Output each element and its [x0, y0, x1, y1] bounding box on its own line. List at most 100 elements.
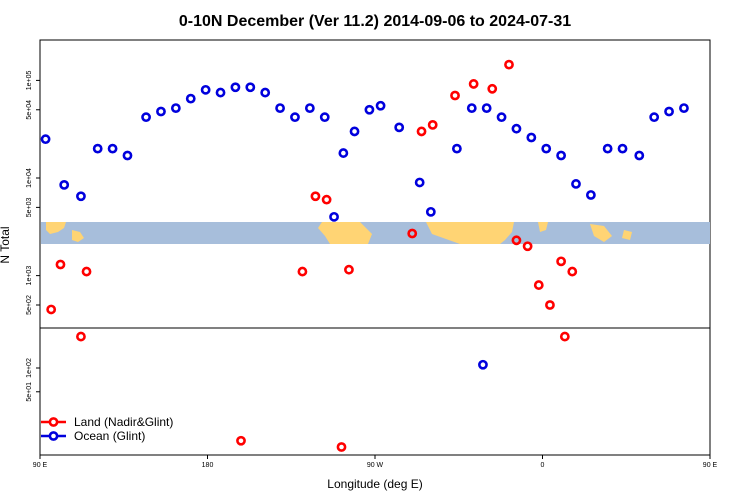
upper-ocean-point — [496, 112, 507, 123]
upper-land-point — [310, 191, 321, 202]
land-islands — [622, 230, 632, 240]
upper-land-point — [556, 256, 567, 267]
y-tick-label: 1e+04 — [26, 168, 33, 188]
upper-ocean-point — [649, 112, 660, 123]
legend-marker-ocean — [48, 431, 59, 441]
upper-ocean-point — [59, 179, 70, 190]
upper-ocean-point — [107, 143, 118, 154]
upper-ocean-point — [215, 87, 226, 98]
x-tick-label: 0 — [541, 462, 545, 469]
lower-ocean-point — [478, 359, 488, 370]
upper-land-point — [416, 126, 427, 137]
upper-ocean-point — [230, 82, 241, 93]
land-south-america — [318, 222, 372, 244]
upper-ocean-point — [375, 100, 386, 111]
upper-plot-frame — [39, 39, 711, 329]
upper-ocean-point — [394, 122, 405, 133]
upper-ocean-point — [571, 179, 581, 189]
upper-land-point — [522, 241, 533, 252]
upper-land-point — [344, 264, 354, 275]
upper-ocean-point — [602, 143, 613, 154]
world-map-strip — [41, 222, 710, 244]
legend-label-ocean: Ocean (Glint) — [74, 429, 145, 443]
upper-ocean-point — [76, 191, 86, 202]
upper-land-point — [321, 194, 332, 205]
upper-ocean-point — [200, 84, 211, 95]
upper-ocean-point — [541, 143, 552, 154]
upper-ocean-point — [556, 150, 567, 161]
upper-ocean-point — [585, 190, 596, 200]
y-tick-label: 1e+03 — [26, 266, 33, 286]
upper-land-point — [407, 228, 418, 239]
upper-ocean-point — [92, 143, 103, 154]
upper-ocean-point — [364, 104, 375, 115]
upper-ocean-point — [40, 134, 51, 145]
upper-land-point — [81, 266, 92, 277]
land-africa — [426, 222, 514, 244]
upper-ocean-point — [338, 148, 349, 158]
upper-ocean-point — [156, 106, 166, 117]
upper-ocean-point — [617, 143, 628, 154]
land-indonesia — [590, 224, 612, 242]
x-tick-label: 90 E — [703, 462, 718, 469]
map-land-masses — [46, 222, 632, 244]
legend: Land (Nadir&Glint)Ocean (Glint) — [41, 415, 173, 443]
upper-land-point — [450, 90, 460, 101]
x-axis-ticks: 90 E 180 90 W 0 90 E — [33, 455, 718, 469]
map-ocean — [41, 222, 710, 244]
x-tick-label: 180 — [202, 462, 214, 469]
upper-ocean-point — [141, 112, 151, 123]
upper-land-point — [504, 59, 514, 70]
lower-land-point — [336, 442, 347, 452]
land-sumatra — [538, 222, 548, 232]
upper-land-point — [511, 235, 522, 246]
lower-land-point — [76, 331, 86, 342]
upper-land-point — [487, 83, 498, 94]
upper-ocean-point — [275, 103, 285, 114]
upper-ocean-point — [634, 150, 645, 161]
upper-land-point — [468, 79, 479, 89]
upper-land-point — [55, 259, 66, 270]
legend-label-land: Land (Nadir&Glint) — [74, 415, 173, 429]
lower-y-axis-ticks: 5e+01 1e+02 — [26, 358, 40, 402]
upper-ocean-point — [466, 103, 477, 114]
upper-land-point — [46, 304, 57, 315]
y-tick-label: 1e+05 — [26, 70, 33, 90]
upper-ocean-point — [664, 106, 674, 117]
y-tick-label: 5e+04 — [26, 100, 33, 120]
upper-land-point — [533, 280, 544, 290]
upper-ocean-point — [481, 103, 492, 114]
y-tick-label: 5e+01 — [26, 382, 33, 402]
y-axis-label: N Total — [0, 226, 12, 263]
upper-ocean-point — [414, 177, 425, 188]
upper-ocean-point — [245, 82, 256, 93]
x-tick-label: 90 E — [33, 462, 48, 469]
upper-ocean-point — [679, 103, 689, 114]
lower-land-point — [236, 435, 246, 446]
upper-ocean-point — [511, 123, 522, 134]
upper-ocean-point — [170, 103, 181, 114]
y-tick-label: 5e+03 — [26, 197, 33, 217]
chart-title: 0-10N December (Ver 11.2) 2014-09-06 to … — [179, 13, 571, 30]
land-new-guinea — [72, 230, 84, 242]
upper-ocean-point — [122, 150, 133, 161]
data-points — [40, 59, 689, 452]
upper-ocean-point — [304, 103, 315, 114]
upper-ocean-point — [425, 206, 436, 217]
x-tick-label: 90 W — [367, 462, 384, 469]
x-axis-label: Longitude (deg E) — [327, 477, 422, 491]
legend-marker-land — [48, 417, 59, 427]
upper-ocean-point — [526, 132, 537, 143]
y-tick-label: 1e+02 — [26, 358, 33, 378]
upper-ocean-point — [319, 112, 330, 123]
upper-ocean-point — [451, 143, 462, 154]
upper-ocean-point — [329, 211, 339, 222]
upper-land-point — [297, 266, 308, 277]
upper-land-point — [567, 266, 578, 277]
y-tick-label: 5e+02 — [26, 295, 33, 315]
upper-y-axis-ticks: 5e+02 1e+03 5e+03 1e+04 5e+04 1e+05 — [26, 70, 40, 315]
upper-ocean-point — [349, 126, 360, 137]
upper-land-point — [427, 119, 438, 130]
upper-ocean-point — [260, 87, 271, 98]
